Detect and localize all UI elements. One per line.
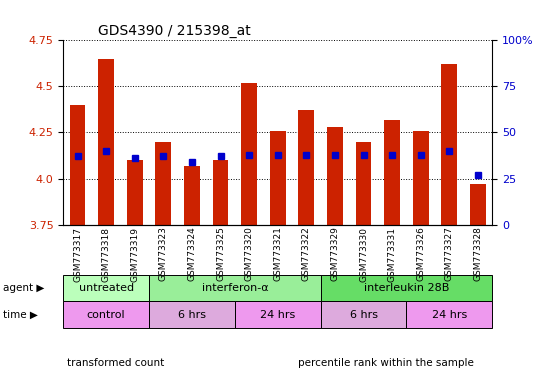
Text: GDS4390 / 215398_at: GDS4390 / 215398_at xyxy=(97,24,250,38)
Text: GSM773320: GSM773320 xyxy=(245,227,254,281)
Text: GSM773325: GSM773325 xyxy=(216,227,225,281)
Text: GSM773323: GSM773323 xyxy=(159,227,168,281)
Text: 6 hrs: 6 hrs xyxy=(178,310,206,320)
Bar xyxy=(156,142,171,225)
Text: GSM773331: GSM773331 xyxy=(388,227,397,281)
Text: GSM773330: GSM773330 xyxy=(359,227,368,281)
Text: GSM773319: GSM773319 xyxy=(130,227,139,281)
Bar xyxy=(98,59,114,225)
Text: GSM773321: GSM773321 xyxy=(273,227,282,281)
Bar xyxy=(149,301,235,328)
Text: GSM773317: GSM773317 xyxy=(73,227,82,281)
Bar xyxy=(270,131,285,225)
Bar xyxy=(442,64,457,225)
Bar xyxy=(184,166,200,225)
Text: GSM773318: GSM773318 xyxy=(102,227,111,281)
Text: GSM773328: GSM773328 xyxy=(474,227,482,281)
Bar xyxy=(299,110,314,225)
Text: 6 hrs: 6 hrs xyxy=(350,310,377,320)
Text: control: control xyxy=(87,310,125,320)
Text: time ▶: time ▶ xyxy=(3,310,37,320)
Bar xyxy=(149,275,321,301)
Bar xyxy=(241,83,257,225)
Text: GSM773324: GSM773324 xyxy=(188,227,196,281)
Text: 24 hrs: 24 hrs xyxy=(260,310,295,320)
Text: GSM773327: GSM773327 xyxy=(445,227,454,281)
Text: percentile rank within the sample: percentile rank within the sample xyxy=(298,358,474,368)
Bar xyxy=(327,127,343,225)
Text: GSM773329: GSM773329 xyxy=(331,227,339,281)
Bar xyxy=(356,142,371,225)
Bar xyxy=(127,160,142,225)
Bar xyxy=(63,275,149,301)
Bar xyxy=(406,301,492,328)
Bar xyxy=(384,119,400,225)
Bar xyxy=(470,184,486,225)
Text: interleukin 28B: interleukin 28B xyxy=(364,283,449,293)
Bar xyxy=(321,301,406,328)
Text: 24 hrs: 24 hrs xyxy=(432,310,467,320)
Bar xyxy=(235,301,321,328)
Text: GSM773322: GSM773322 xyxy=(302,227,311,281)
Text: GSM773326: GSM773326 xyxy=(416,227,425,281)
Bar xyxy=(321,275,492,301)
Text: agent ▶: agent ▶ xyxy=(3,283,44,293)
Text: transformed count: transformed count xyxy=(67,358,164,368)
Text: interferon-α: interferon-α xyxy=(201,283,268,293)
Bar xyxy=(63,301,149,328)
Bar xyxy=(213,160,228,225)
Bar xyxy=(70,105,85,225)
Text: untreated: untreated xyxy=(79,283,134,293)
Bar xyxy=(413,131,428,225)
